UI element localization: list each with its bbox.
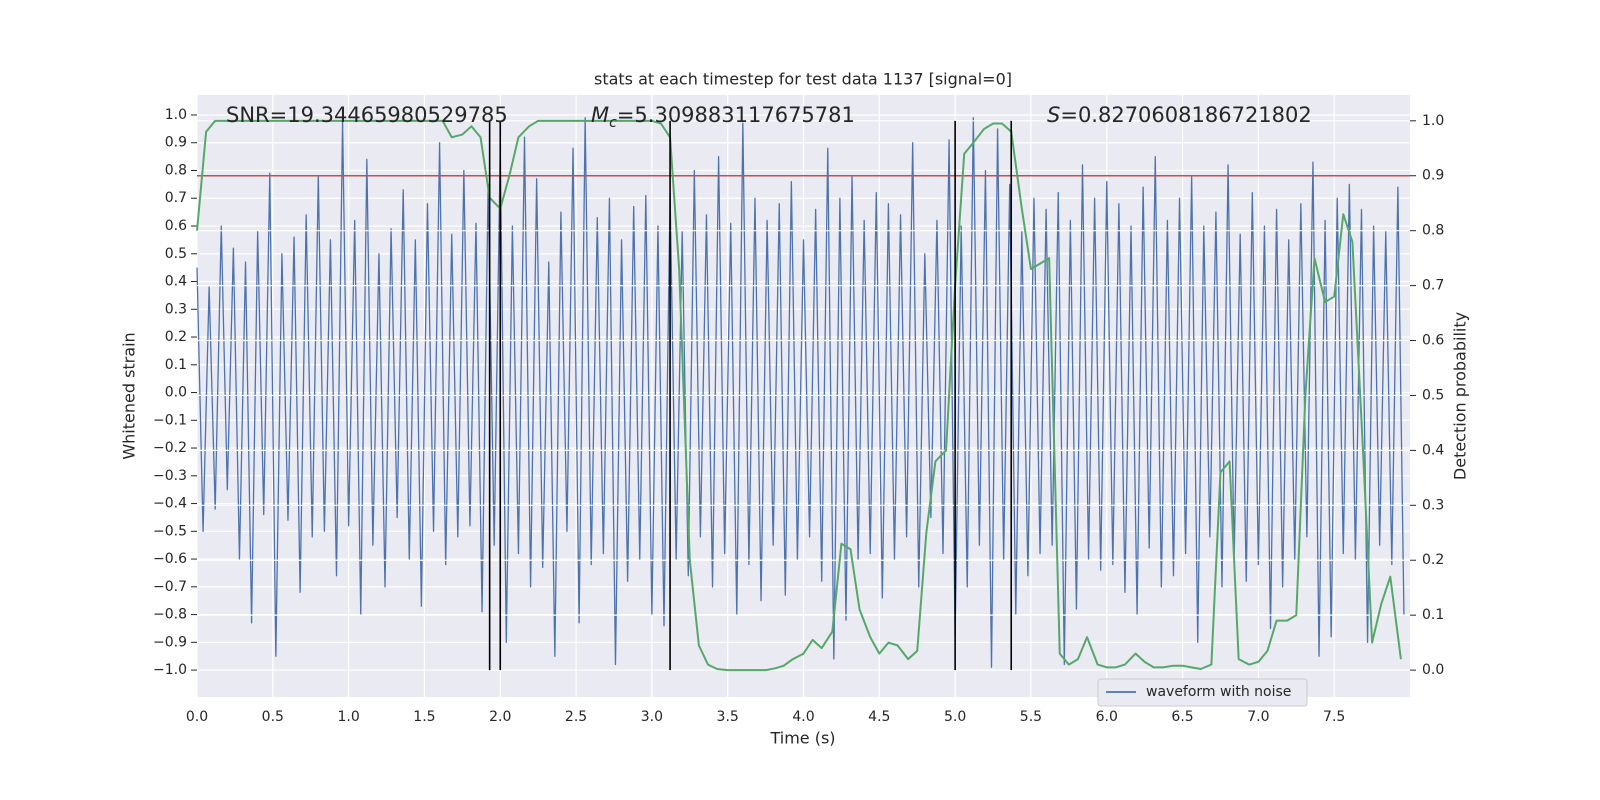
y-tick-label: 0.9: [165, 135, 187, 151]
waveform-line: [196, 117, 1405, 668]
legend-box: [1097, 678, 1308, 707]
y-tick-label: 0.0: [165, 385, 187, 401]
x-tick-label: 6.0: [1096, 709, 1118, 725]
y2-tick-label: 0.9: [1422, 168, 1444, 184]
x-tick-label: 7.5: [1323, 709, 1345, 725]
probability-line: [196, 119, 1402, 672]
x-tick-label: 5.5: [1020, 709, 1042, 725]
x-tick-label: 2.5: [565, 709, 587, 725]
annotation-subscript: c: [609, 115, 617, 131]
x-tick-label: 4.0: [792, 709, 814, 725]
y-tick-label: 0.1: [165, 357, 187, 373]
y-tick-label: −0.5: [153, 523, 187, 539]
annotation-text: =0.8270608186721802: [1060, 103, 1311, 127]
x-tick-label: 4.5: [868, 709, 890, 725]
x-tick-label: 7.0: [1247, 709, 1269, 725]
y2-tick-label: 0.8: [1422, 223, 1444, 239]
y-tick-label: −0.3: [153, 468, 187, 484]
y-tick-label: 0.3: [165, 301, 187, 317]
y-tick-label: 0.2: [165, 329, 187, 345]
y-tick-label: 0.6: [165, 218, 187, 234]
annotation-text: SNR=19.34465980529785: [226, 103, 508, 127]
annotation-text: =5.309883117675781: [617, 103, 855, 127]
y-tick-label: 0.4: [165, 274, 187, 290]
y-tick-label: −0.2: [153, 440, 187, 456]
y-tick-label: −1.0: [153, 662, 187, 678]
annotation: S=0.8270608186721802: [1047, 103, 1312, 127]
x-tick-label: 1.0: [337, 709, 359, 725]
y-tick-label: 0.5: [165, 246, 187, 262]
y2-tick-label: 0.5: [1422, 387, 1444, 403]
y-tick-label: 1.0: [165, 107, 187, 123]
x-axis-label: Time (s): [769, 729, 835, 748]
y2-tick-label: 0.0: [1422, 662, 1444, 678]
annotation: Mc=5.309883117675781: [591, 103, 855, 131]
x-tick-label: 0.0: [186, 709, 208, 725]
y2-tick-label: 0.1: [1422, 607, 1444, 623]
y2-tick-label: 0.7: [1422, 278, 1444, 294]
legend-label: waveform with noise: [1146, 684, 1291, 700]
annotation-symbol: M: [591, 103, 609, 127]
y2-axis-label: Detection probability: [1451, 312, 1470, 480]
chart-title: stats at each timestep for test data 113…: [594, 70, 1012, 89]
x-tick-label: 2.0: [489, 709, 511, 725]
x-tick-label: 6.5: [1171, 709, 1193, 725]
annotation-symbol: S: [1047, 103, 1060, 127]
y-tick-label: −0.4: [153, 496, 187, 512]
y2-tick-label: 0.3: [1422, 497, 1444, 513]
y-tick-label: −0.1: [153, 412, 187, 428]
x-tick-label: 1.5: [413, 709, 435, 725]
y-tick-label: −0.7: [153, 579, 187, 595]
y2-tick-label: 0.2: [1422, 552, 1444, 568]
y-tick-label: 0.8: [165, 162, 187, 178]
y-axis-label: Whitened strain: [120, 332, 139, 459]
y-tick-label: −0.6: [153, 551, 187, 567]
y2-tick-label: 0.6: [1422, 333, 1444, 349]
y2-tick-label: 0.4: [1422, 442, 1444, 458]
x-tick-label: 3.0: [641, 709, 663, 725]
x-tick-label: 5.0: [944, 709, 966, 725]
y-tick-label: −0.8: [153, 607, 187, 623]
annotation: SNR=19.34465980529785: [226, 103, 508, 127]
x-tick-label: 3.5: [717, 709, 739, 725]
y-tick-label: −0.9: [153, 634, 187, 650]
x-tick-label: 0.5: [262, 709, 284, 725]
y-tick-label: 0.7: [165, 190, 187, 206]
y2-tick-label: 1.0: [1422, 113, 1444, 129]
